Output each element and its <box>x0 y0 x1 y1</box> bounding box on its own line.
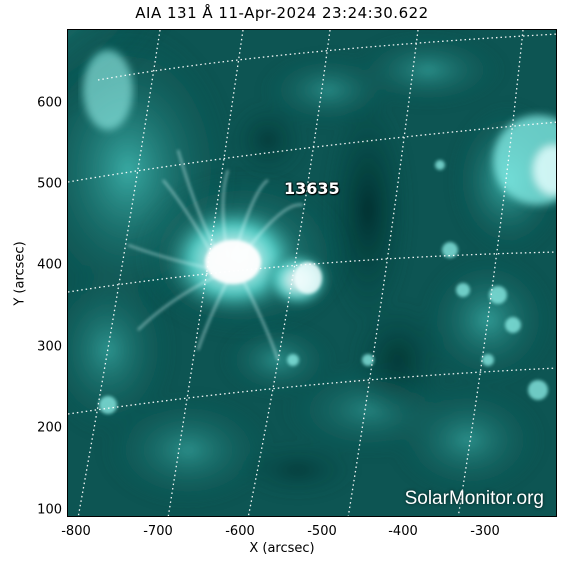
x-tick-minus-800: -800 <box>61 524 91 539</box>
y-axis-label: Y (arcsec) <box>12 241 28 306</box>
x-tick-minus-500: -500 <box>307 524 337 539</box>
watermark-logo: SolarMonitor.org <box>404 488 544 509</box>
y-tick-600: 600 <box>37 95 62 111</box>
y-tick-400: 400 <box>37 257 62 273</box>
y-tick-500: 500 <box>37 176 62 192</box>
x-tick-minus-300: -300 <box>470 524 500 539</box>
image-title: AIA 131 Å 11-Apr-2024 23:24:30.622 <box>135 4 429 22</box>
x-tick-minus-700: -700 <box>143 524 173 539</box>
x-tick-minus-600: -600 <box>225 524 255 539</box>
x-tick-minus-400: -400 <box>388 524 418 539</box>
x-axis-label: X (arcsec) <box>249 541 315 556</box>
euv-image <box>68 30 556 516</box>
y-tick-100: 100 <box>37 502 62 518</box>
y-tick-200: 200 <box>37 420 62 436</box>
solar-image-panel: 13635 SolarMonitor.org <box>67 29 557 517</box>
y-tick-300: 300 <box>37 339 62 355</box>
active-region-number: 13635 <box>284 179 340 198</box>
